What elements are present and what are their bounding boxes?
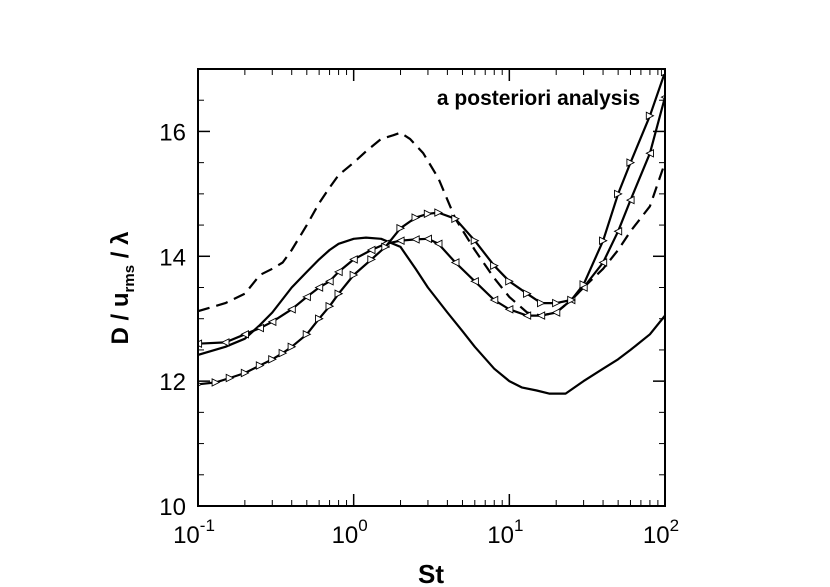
data-point-marker xyxy=(451,214,461,224)
series-2 xyxy=(198,236,665,395)
data-point-marker xyxy=(334,289,344,299)
data-point-marker xyxy=(626,158,636,167)
data-point-marker xyxy=(645,148,654,158)
x-axis-title: St xyxy=(418,559,444,587)
data-point-marker xyxy=(287,304,296,314)
data-point-marker xyxy=(302,329,312,339)
data-point-marker xyxy=(598,258,608,267)
data-point-marker xyxy=(411,213,421,222)
series-line xyxy=(198,236,665,395)
y-tick-label: 12 xyxy=(159,369,186,396)
series-3 xyxy=(198,94,665,349)
data-point-marker xyxy=(381,242,391,252)
y-axis-title-sub: rms xyxy=(121,265,138,293)
data-point-marker xyxy=(625,195,635,205)
x-tick-label: 102 xyxy=(643,516,679,549)
y-axis-title-main: D / u xyxy=(107,292,134,344)
data-point-marker xyxy=(396,223,406,233)
data-point-marker xyxy=(349,255,358,264)
labels-layer: 10-1 100 101 102 10 12 14 16 xyxy=(159,119,679,549)
data-point-marker xyxy=(255,323,264,333)
data-point-marker xyxy=(489,295,499,305)
data-point-marker xyxy=(278,348,288,358)
data-point-marker xyxy=(536,311,546,320)
data-point-marker xyxy=(315,314,324,324)
data-point-marker xyxy=(255,361,265,370)
data-point-marker xyxy=(614,189,623,199)
data-point-marker xyxy=(324,276,334,286)
series-line xyxy=(198,131,665,317)
data-point-marker xyxy=(505,276,514,286)
data-point-marker xyxy=(395,236,405,246)
data-point-marker xyxy=(423,209,433,219)
data-point-marker xyxy=(287,342,297,352)
data-point-marker xyxy=(567,295,576,305)
data-point-marker xyxy=(490,261,499,271)
data-point-marker xyxy=(613,226,623,236)
y-tick-label: 14 xyxy=(159,244,186,271)
series-layer xyxy=(198,69,665,395)
series-4 xyxy=(198,69,665,387)
y-tick-label: 16 xyxy=(159,119,186,146)
data-point-marker xyxy=(433,239,443,249)
data-point-marker xyxy=(366,245,376,255)
chart-annotation: a posteriori analysis xyxy=(437,87,640,110)
data-point-marker xyxy=(267,317,277,327)
y-tick-label: 10 xyxy=(159,494,186,521)
data-point-marker xyxy=(434,208,444,217)
data-point-marker xyxy=(551,308,561,317)
data-point-marker xyxy=(599,236,608,246)
data-point-marker xyxy=(367,255,377,264)
data-point-marker xyxy=(537,298,546,308)
data-point-marker xyxy=(523,289,532,299)
data-point-marker xyxy=(240,329,249,339)
data-point-marker xyxy=(423,234,432,244)
y-axis-title: D / urms / λ xyxy=(107,232,138,345)
data-point-marker xyxy=(225,373,235,383)
data-point-marker xyxy=(645,111,655,121)
x-tick-label: 10-1 xyxy=(173,516,215,549)
x-tick-label: 100 xyxy=(332,516,368,549)
data-point-marker xyxy=(579,280,589,289)
data-point-marker xyxy=(470,276,479,286)
data-point-marker xyxy=(302,292,311,302)
data-point-marker xyxy=(211,378,221,387)
y-axis-title-tail: / λ xyxy=(107,232,134,265)
data-point-marker xyxy=(450,258,460,267)
x-tick-label: 101 xyxy=(487,516,523,549)
data-point-marker xyxy=(268,354,277,364)
data-point-marker xyxy=(314,283,324,292)
data-point-marker xyxy=(349,270,359,280)
data-point-marker xyxy=(220,338,230,347)
data-point-marker xyxy=(552,298,561,308)
series-1 xyxy=(198,131,665,317)
data-point-marker xyxy=(240,368,250,378)
data-point-marker xyxy=(410,235,420,244)
data-point-marker xyxy=(470,236,480,246)
data-point-marker xyxy=(333,267,343,277)
data-point-marker xyxy=(522,311,532,320)
data-point-marker xyxy=(504,304,514,314)
data-point-marker xyxy=(325,301,335,311)
plot-frame xyxy=(197,68,666,507)
